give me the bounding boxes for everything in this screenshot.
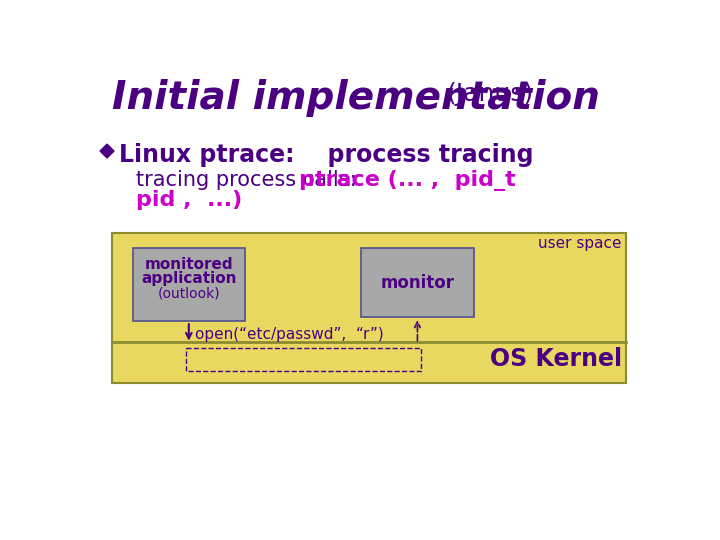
Text: Initial implementation: Initial implementation (112, 79, 600, 117)
Text: (Janus): (Janus) (446, 82, 534, 106)
Text: open(“etc/passwd”,  “r”): open(“etc/passwd”, “r”) (195, 327, 384, 342)
Polygon shape (100, 144, 114, 158)
Text: Linux ptrace:    process tracing: Linux ptrace: process tracing (120, 143, 534, 166)
Bar (112, 233, 626, 383)
Text: monitor: monitor (380, 274, 454, 292)
Text: monitored: monitored (145, 257, 233, 272)
Bar (132, 248, 245, 321)
Bar (361, 248, 474, 318)
Text: user space: user space (538, 236, 621, 251)
Text: OS Kernel: OS Kernel (490, 347, 621, 370)
Text: pid ,  ...): pid , ...) (137, 190, 243, 210)
Text: application: application (141, 271, 237, 286)
Bar (186, 348, 420, 372)
Text: tracing process calls:: tracing process calls: (137, 170, 357, 190)
Text: ptrace (... ,  pid_t: ptrace (... , pid_t (300, 170, 516, 191)
Text: (outlook): (outlook) (158, 287, 220, 301)
